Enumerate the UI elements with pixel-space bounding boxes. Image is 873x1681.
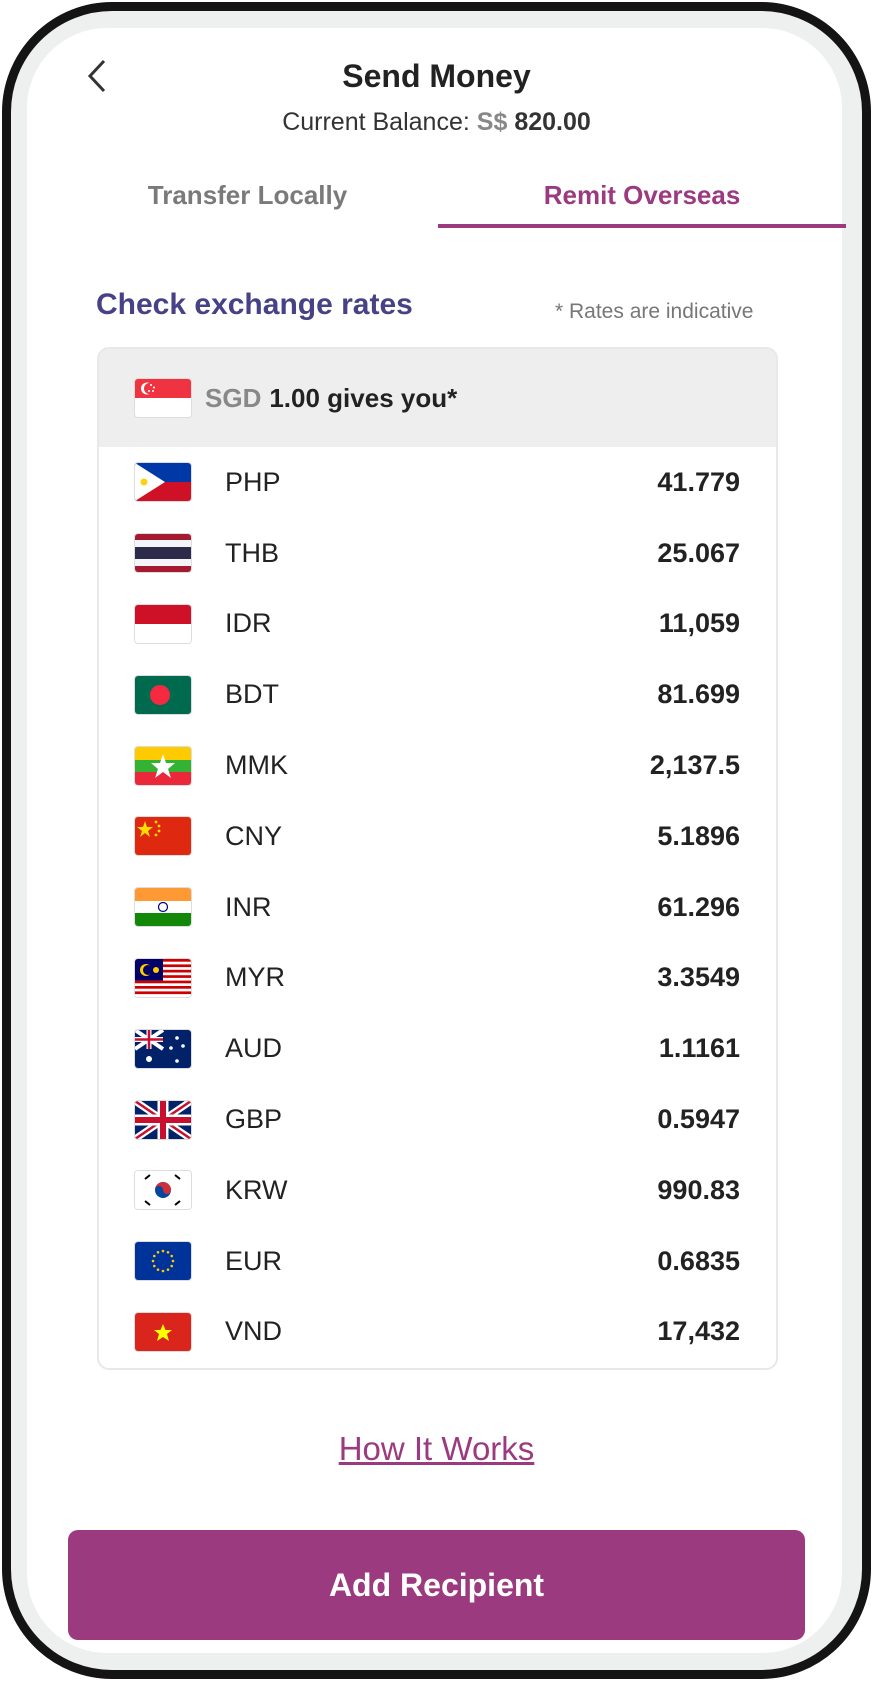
- base-amount-text: 1.00 gives you*: [269, 382, 458, 413]
- back-chevron-icon[interactable]: [84, 58, 112, 94]
- exchange-rate: 1.1161: [658, 1033, 740, 1064]
- exchange-rates-card: SGD 1.00 gives you* PHP 41.779 THB 25.06…: [97, 347, 778, 1370]
- tab-transfer-locally[interactable]: Transfer Locally: [147, 180, 348, 210]
- base-currency-code: SGD: [205, 382, 262, 413]
- currency-code: INR: [225, 891, 272, 922]
- australia-flag-icon: [135, 1029, 191, 1068]
- china-flag-icon: [135, 817, 191, 856]
- currency-code: BDT: [225, 679, 279, 710]
- page-title: Send Money: [342, 58, 531, 94]
- exchange-rate: 81.699: [657, 679, 740, 710]
- balance-amount: 820.00: [514, 108, 591, 136]
- rate-row-cny: CNY 5.1896: [99, 801, 776, 872]
- rates-list: PHP 41.779 THB 25.067 IDR 11,059 BDT 81.…: [99, 447, 776, 1367]
- current-balance: Current Balance: S$ 820.00: [0, 108, 873, 137]
- currency-code: VND: [225, 1316, 283, 1347]
- currency-code: EUR: [225, 1245, 283, 1276]
- thailand-flag-icon: [135, 534, 191, 573]
- balance-label: Current Balance:: [282, 108, 470, 136]
- rate-row-mmk: MMK 2,137.5: [99, 730, 776, 801]
- south-korea-flag-icon: [135, 1171, 191, 1210]
- tab-remit-overseas[interactable]: Remit Overseas: [543, 180, 741, 210]
- rate-row-bdt: BDT 81.699: [99, 659, 776, 730]
- currency-code: IDR: [225, 608, 272, 639]
- section-title: Check exchange rates: [96, 288, 413, 321]
- rate-row-vnd: VND 17,432: [99, 1297, 776, 1368]
- indonesia-flag-icon: [135, 604, 191, 643]
- india-flag-icon: [135, 888, 191, 927]
- currency-code: MYR: [225, 962, 285, 993]
- currency-code: GBP: [225, 1104, 283, 1135]
- exchange-rate: 5.1896: [657, 820, 740, 851]
- exchange-rate: 25.067: [657, 537, 740, 568]
- rate-row-idr: IDR 11,059: [99, 589, 776, 660]
- uk-flag-icon: [135, 1100, 191, 1139]
- rate-row-gbp: GBP 0.5947: [99, 1084, 776, 1155]
- rate-row-php: PHP 41.779: [99, 447, 776, 518]
- rate-row-myr: MYR 3.3549: [99, 943, 776, 1014]
- myanmar-flag-icon: [135, 746, 191, 785]
- exchange-rate: 990.83: [657, 1174, 740, 1205]
- rate-row-krw: KRW 990.83: [99, 1155, 776, 1226]
- currency-code: THB: [225, 537, 279, 568]
- balance-currency: S$: [476, 108, 508, 136]
- rate-row-thb: THB 25.067: [99, 518, 776, 589]
- base-currency-header: SGD 1.00 gives you*: [99, 349, 776, 447]
- exchange-rate: 2,137.5: [649, 750, 740, 781]
- eu-flag-icon: [135, 1242, 191, 1281]
- how-it-works-link[interactable]: How It Works: [338, 1430, 535, 1467]
- singapore-flag-icon: [135, 379, 191, 417]
- exchange-rate: 11,059: [658, 608, 740, 639]
- vietnam-flag-icon: [135, 1312, 191, 1351]
- exchange-rate: 0.5947: [657, 1104, 740, 1135]
- currency-code: CNY: [225, 820, 283, 851]
- bangladesh-flag-icon: [135, 675, 191, 714]
- exchange-rate: 61.296: [657, 891, 740, 922]
- currency-code: MMK: [225, 750, 288, 781]
- currency-code: KRW: [225, 1174, 288, 1205]
- currency-code: PHP: [225, 466, 281, 497]
- philippines-flag-icon: [135, 463, 191, 502]
- rates-note: * Rates are indicative: [555, 300, 754, 323]
- malaysia-flag-icon: [135, 958, 191, 997]
- rate-row-aud: AUD 1.1161: [99, 1013, 776, 1084]
- exchange-rate: 41.779: [657, 466, 740, 497]
- currency-code: AUD: [225, 1033, 283, 1064]
- rate-row-eur: EUR 0.6835: [99, 1226, 776, 1297]
- active-tab-indicator: [438, 224, 846, 228]
- rate-row-inr: INR 61.296: [99, 872, 776, 943]
- exchange-rate: 3.3549: [657, 962, 740, 993]
- add-recipient-button[interactable]: Add Recipient: [68, 1530, 805, 1640]
- exchange-rate: 0.6835: [657, 1245, 740, 1276]
- exchange-rate: 17,432: [657, 1316, 740, 1347]
